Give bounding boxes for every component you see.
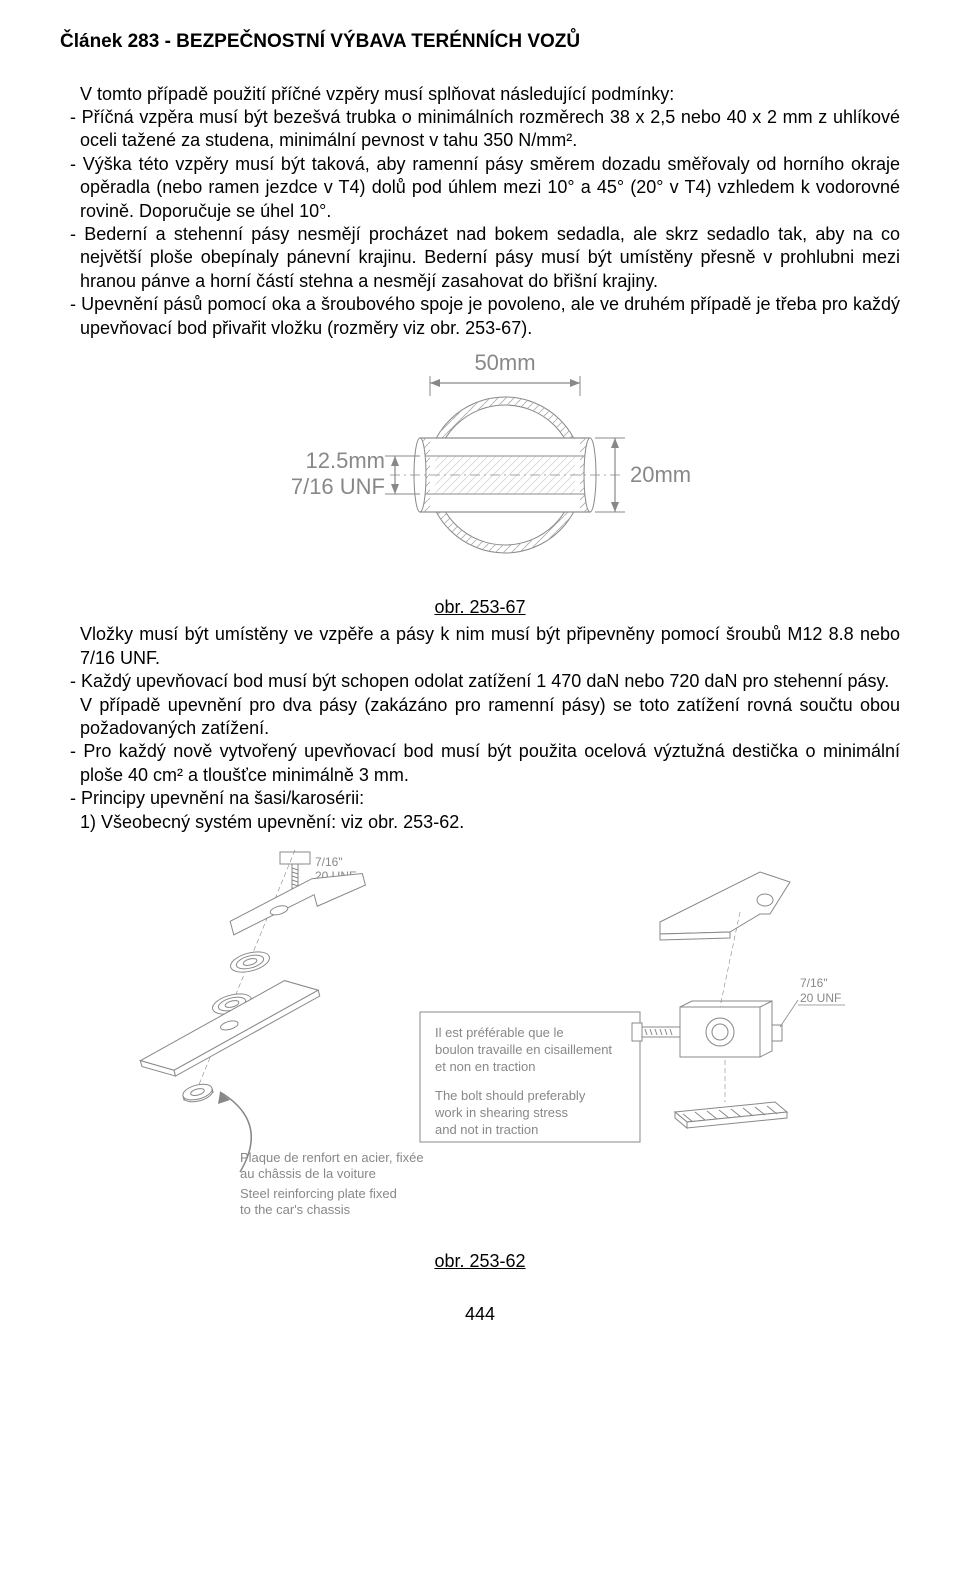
paragraph-2: - Výška této vzpěry musí být taková, aby…: [60, 153, 900, 223]
fig62-box-fr2: boulon travaille en cisaillement: [435, 1042, 612, 1057]
figure-253-67-svg: 50mm: [220, 348, 740, 588]
mid-paragraph-5: - Principy upevnění na šasi/karosérii:: [60, 787, 900, 810]
fig62-box-en2: work in shearing stress: [434, 1105, 568, 1120]
figure-253-67-container: 50mm: [60, 348, 900, 588]
intro-paragraph: V tomto případě použití příčné vzpěry mu…: [60, 83, 900, 106]
figure-67-caption: obr. 253-67: [60, 596, 900, 619]
fig62-box-en1: The bolt should preferably: [435, 1088, 586, 1103]
paragraph-1: - Příčná vzpěra musí být bezešvá trubka …: [60, 106, 900, 153]
mid-paragraph-3: V případě upevnění pro dva pásy (zakázán…: [60, 694, 900, 741]
mid-paragraph-6: 1) Všeobecný systém upevnění: viz obr. 2…: [60, 811, 900, 834]
dim-left-label-2: 7/16 UNF: [291, 474, 385, 499]
paragraph-4: - Upevnění pásů pomocí oka a šroubového …: [60, 293, 900, 340]
fig62-box-fr1: Il est préférable que le: [435, 1025, 564, 1040]
figure-253-62-container: 7/16" 20 UNF: [60, 842, 900, 1242]
fig62-thread-label-2a: 7/16": [800, 976, 828, 990]
mid-paragraph-4: - Pro každý nově vytvořený upevňovací bo…: [60, 740, 900, 787]
fig62-note-fr2: au châssis de la voiture: [240, 1166, 376, 1181]
dim-left-label-1: 12.5mm: [306, 448, 385, 473]
figure-62-caption: obr. 253-62: [60, 1250, 900, 1273]
mid-paragraph-1: Vložky musí být umístěny ve vzpěře a pás…: [60, 623, 900, 670]
fig62-note-fr1: Plaque de renfort en acier, fixée: [240, 1150, 424, 1165]
fig62-thread-label-1a: 7/16": [315, 855, 343, 869]
fig62-thread-label-2b: 20 UNF: [800, 991, 841, 1005]
fig62-box-fr3: et non en traction: [435, 1059, 535, 1074]
page-number: 444: [60, 1303, 900, 1326]
dim-right-label: 20mm: [630, 462, 691, 487]
fig62-note-en2: to the car's chassis: [240, 1202, 351, 1217]
fig62-note-en1: Steel reinforcing plate fixed: [240, 1186, 397, 1201]
mid-paragraph-2: - Každý upevňovací bod musí být schopen …: [60, 670, 900, 693]
fig62-box-en3: and not in traction: [435, 1122, 538, 1137]
paragraph-3: - Bederní a stehenní pásy nesmějí prochá…: [60, 223, 900, 293]
dim-top-label: 50mm: [474, 350, 535, 375]
page-header-title: Článek 283 - BEZPEČNOSTNÍ VÝBAVA TERÉNNÍ…: [60, 30, 900, 55]
figure-253-62-svg: 7/16" 20 UNF: [100, 842, 860, 1242]
